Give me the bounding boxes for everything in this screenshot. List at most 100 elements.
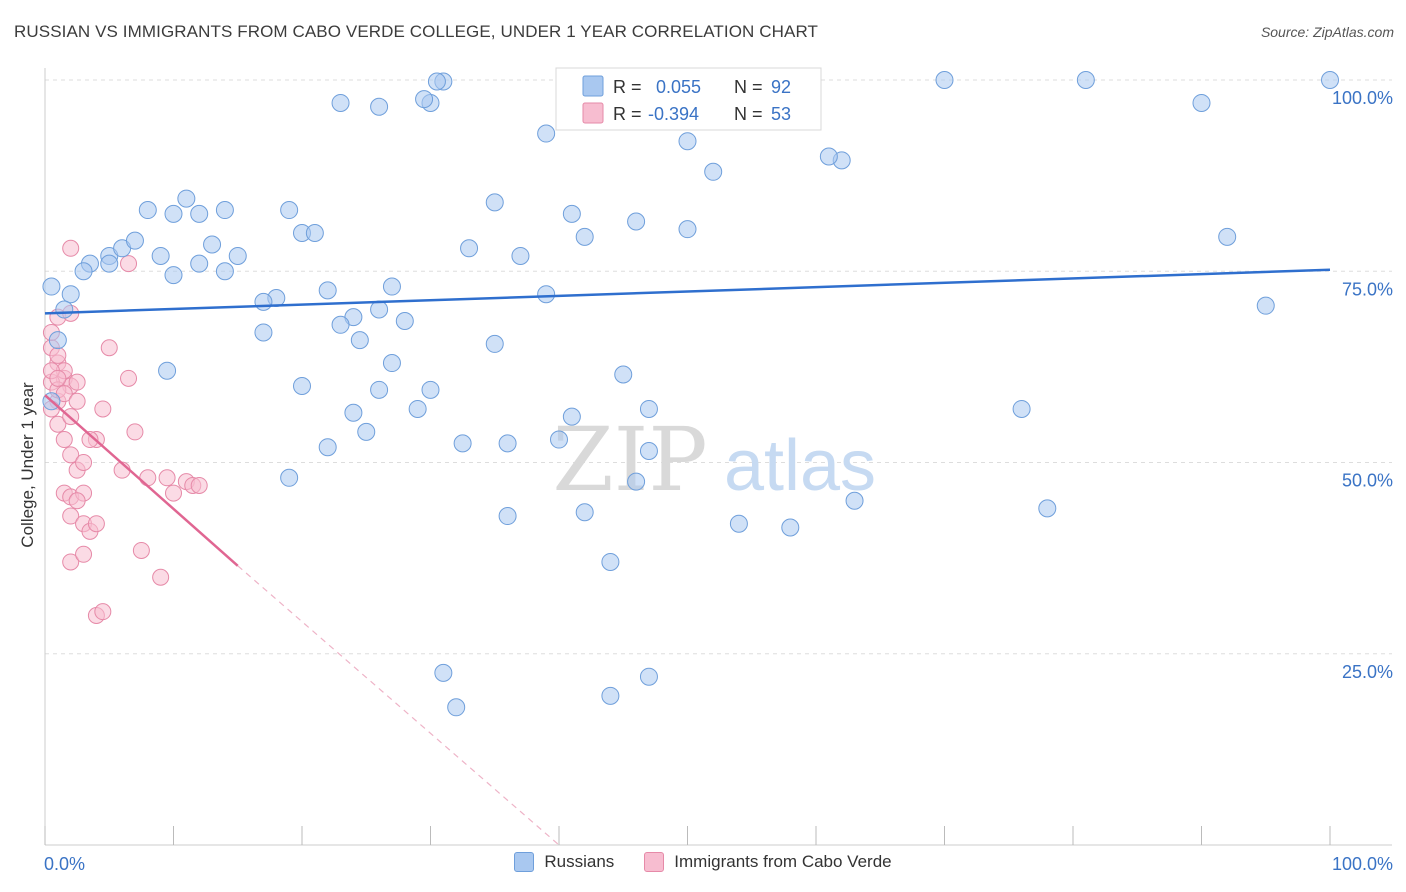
- stats-legend-box: R = 0.055 N = 92 R = -0.394 N = 53: [555, 67, 822, 131]
- data-point-russian: [1192, 93, 1211, 112]
- y-tick-label: 100.0%: [1332, 88, 1393, 108]
- data-point-russian: [370, 97, 389, 116]
- data-point-cabo: [75, 545, 93, 563]
- stats-n-value-2: 53: [771, 104, 791, 124]
- data-point-russian: [280, 201, 299, 220]
- data-point-russian: [639, 399, 658, 418]
- legend-item-russians[interactable]: Russians: [514, 852, 614, 872]
- data-point-cabo: [49, 346, 67, 364]
- data-point-russian: [177, 189, 196, 208]
- data-point-russian: [408, 399, 427, 418]
- data-point-russian: [434, 663, 453, 682]
- x-tick-label: 100.0%: [1332, 854, 1393, 874]
- data-point-russian: [293, 377, 311, 395]
- legend-swatch-russians: [514, 852, 535, 872]
- stats-swatch-russians: [582, 75, 604, 97]
- data-point-cabo: [49, 369, 67, 387]
- stats-r-label-1: R =: [613, 77, 642, 97]
- data-point-russian: [318, 281, 337, 300]
- data-point-russian: [1038, 499, 1057, 518]
- data-point-russian: [447, 698, 466, 717]
- x-tick-label: 0.0%: [44, 854, 85, 874]
- data-point-russian: [453, 434, 472, 453]
- source-label: Source: ZipAtlas.com: [1260, 24, 1394, 40]
- data-point-russian: [331, 315, 350, 334]
- data-point-russian: [228, 246, 247, 265]
- data-point-russian: [357, 422, 376, 441]
- data-point-russian: [370, 380, 389, 399]
- tick-labels: 25.0% 50.0% 75.0% 100.0% 0.0% 100.0%: [44, 88, 1393, 874]
- data-point-russian: [498, 434, 517, 453]
- data-point-cabo: [100, 339, 118, 357]
- stats-r-value-2: -0.394: [648, 104, 699, 124]
- data-point-cabo: [62, 239, 80, 257]
- trend-line-cabo-extension: [237, 565, 560, 846]
- data-point-russian: [344, 403, 363, 422]
- data-point-russian: [601, 552, 620, 571]
- data-point-russian: [280, 468, 299, 487]
- stats-swatch-cabo: [582, 102, 604, 124]
- data-point-russian: [485, 193, 504, 212]
- stats-n-label-2: N =: [734, 104, 763, 124]
- data-point-russian: [550, 430, 568, 449]
- data-point-russian: [164, 204, 183, 223]
- data-point-russian: [1012, 399, 1031, 418]
- trend-lines: [44, 268, 1331, 846]
- data-point-cabo: [75, 454, 93, 471]
- russian-points: [42, 71, 1339, 717]
- data-point-russian: [382, 354, 401, 373]
- data-point-russian: [164, 266, 183, 285]
- data-point-russian: [639, 667, 658, 686]
- data-point-russian: [1076, 71, 1095, 89]
- watermark: ZIP atlas: [552, 408, 876, 511]
- legend-swatch-cabo: [644, 852, 665, 872]
- data-point-russian: [1256, 296, 1275, 315]
- data-point-russian: [190, 254, 209, 273]
- data-point-russian: [575, 503, 594, 522]
- y-tick-label: 50.0%: [1342, 471, 1393, 491]
- data-point-russian: [55, 300, 74, 319]
- chart-title: RUSSIAN VS IMMIGRANTS FROM CABO VERDE CO…: [14, 22, 819, 41]
- data-point-russian: [254, 323, 273, 342]
- data-point-cabo: [55, 431, 73, 449]
- data-point-russian: [61, 285, 80, 304]
- data-point-russian: [485, 334, 504, 353]
- data-point-russian: [537, 285, 556, 304]
- data-point-cabo: [132, 541, 150, 559]
- grid-lines: [45, 79, 1392, 655]
- data-point-russian: [100, 254, 119, 273]
- data-point-cabo: [165, 484, 182, 502]
- legend-item-cabo[interactable]: Immigrants from Cabo Verde: [644, 852, 892, 872]
- data-point-russian: [537, 124, 556, 143]
- data-point-cabo: [62, 446, 80, 464]
- data-point-russian: [935, 71, 954, 89]
- data-point-russian: [350, 331, 369, 350]
- data-point-cabo: [68, 373, 86, 391]
- stats-r-label-2: R =: [613, 104, 642, 124]
- data-point-russian: [158, 361, 177, 380]
- data-point-russian: [704, 162, 723, 181]
- data-point-cabo: [158, 469, 176, 487]
- data-point-cabo: [55, 385, 73, 403]
- data-point-russian: [415, 90, 434, 109]
- data-point-cabo: [94, 603, 112, 621]
- data-point-russian: [254, 292, 273, 311]
- data-point-russian: [460, 239, 479, 258]
- data-point-russian: [627, 212, 646, 231]
- data-point-russian: [845, 491, 864, 510]
- data-point-russian: [678, 132, 697, 151]
- data-point-cabo: [87, 515, 105, 533]
- y-tick-label: 75.0%: [1342, 279, 1393, 299]
- chart-legend: Russians Immigrants from Cabo Verde: [0, 852, 1406, 872]
- data-point-cabo: [62, 507, 80, 525]
- axes: [44, 68, 1392, 846]
- data-point-russian: [305, 224, 324, 242]
- data-point-russian: [729, 514, 748, 533]
- data-point-russian: [1321, 71, 1339, 89]
- data-point-russian: [601, 686, 620, 705]
- data-point-russian: [74, 262, 93, 281]
- data-point-russian: [138, 201, 157, 220]
- data-point-cabo: [152, 568, 170, 586]
- y-tick-label: 25.0%: [1342, 662, 1393, 682]
